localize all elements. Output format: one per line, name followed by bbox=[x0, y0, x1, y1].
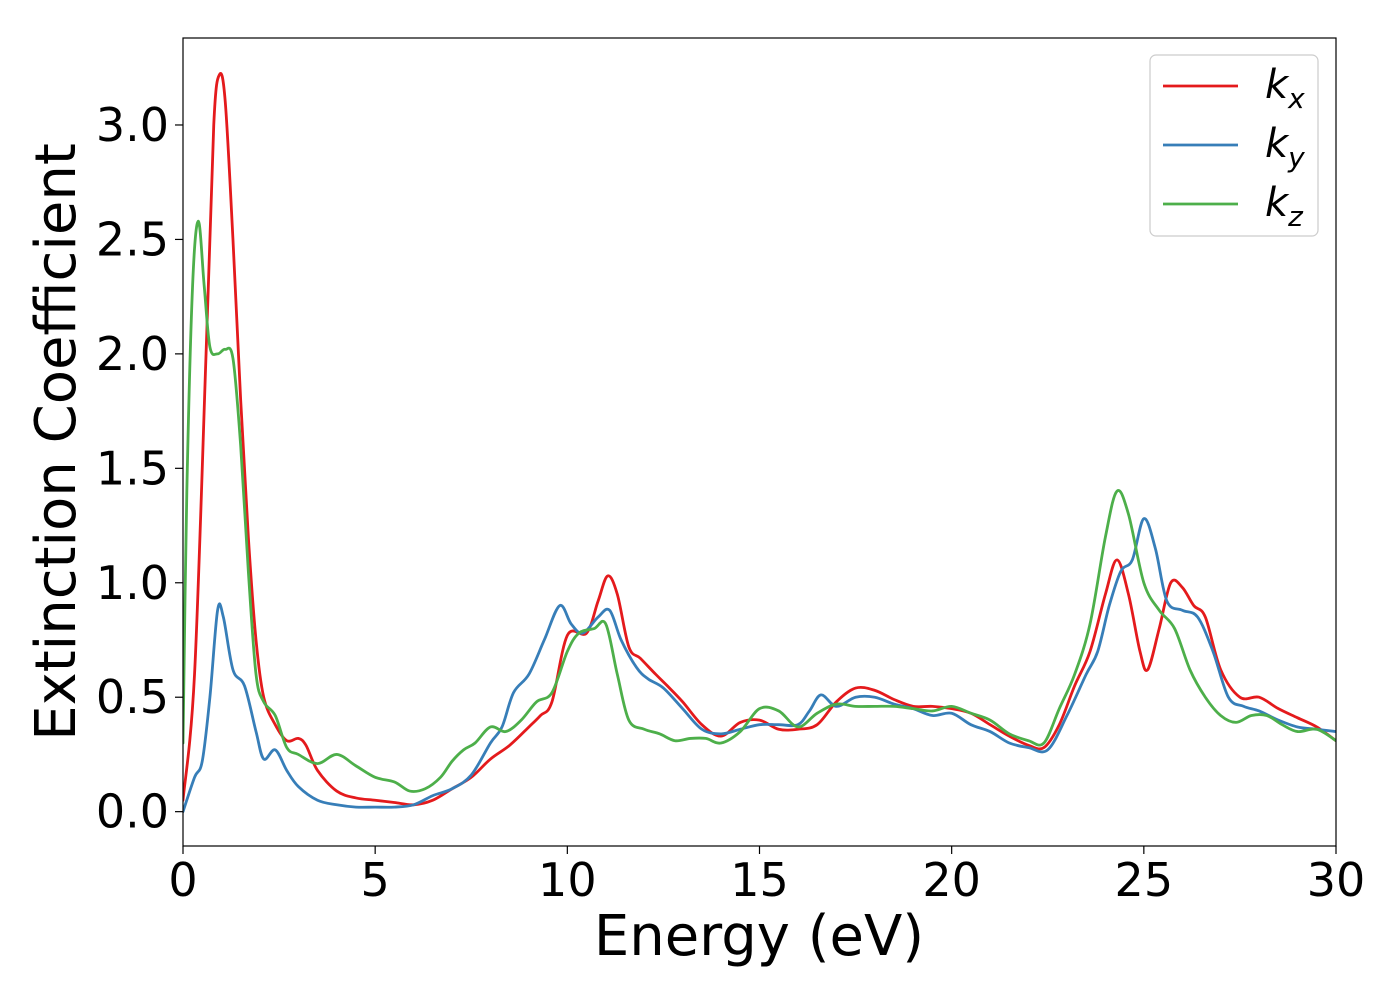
x-tick-label: 0 bbox=[168, 853, 197, 907]
series-line-x bbox=[183, 72, 1336, 807]
x-tick-label: 20 bbox=[922, 853, 981, 907]
legend-label-x: kx bbox=[1265, 62, 1305, 115]
y-tick-label: 2.0 bbox=[96, 327, 169, 381]
y-tick-label: 1.0 bbox=[96, 556, 169, 610]
y-tick-label: 1.5 bbox=[96, 441, 169, 495]
series-line-y bbox=[183, 517, 1336, 814]
y-tick-label: 0.0 bbox=[96, 785, 169, 839]
legend-label-z: kz bbox=[1265, 180, 1304, 233]
x-tick-label: 30 bbox=[1307, 853, 1366, 907]
x-tick-label: 5 bbox=[361, 853, 390, 907]
x-axis-label: Energy (eV) bbox=[594, 904, 924, 969]
y-tick-label: 2.5 bbox=[96, 212, 169, 266]
y-tick-label: 3.0 bbox=[96, 98, 169, 152]
y-tick-label: 0.5 bbox=[96, 670, 169, 724]
series-line-z bbox=[183, 219, 1336, 793]
legend-label-y: ky bbox=[1265, 121, 1305, 174]
y-axis-label: Extinction Coefficient bbox=[24, 143, 89, 741]
x-axis: 0 5 10 15 20 25 30 bbox=[168, 846, 1365, 907]
series-layer bbox=[183, 72, 1336, 814]
x-tick-label: 25 bbox=[1115, 853, 1174, 907]
y-axis: 0.0 0.5 1.0 1.5 2.0 2.5 3.0 bbox=[96, 98, 183, 839]
x-tick-label: 10 bbox=[538, 853, 597, 907]
x-tick-label: 15 bbox=[730, 853, 789, 907]
legend: kx ky kz bbox=[1149, 54, 1319, 237]
